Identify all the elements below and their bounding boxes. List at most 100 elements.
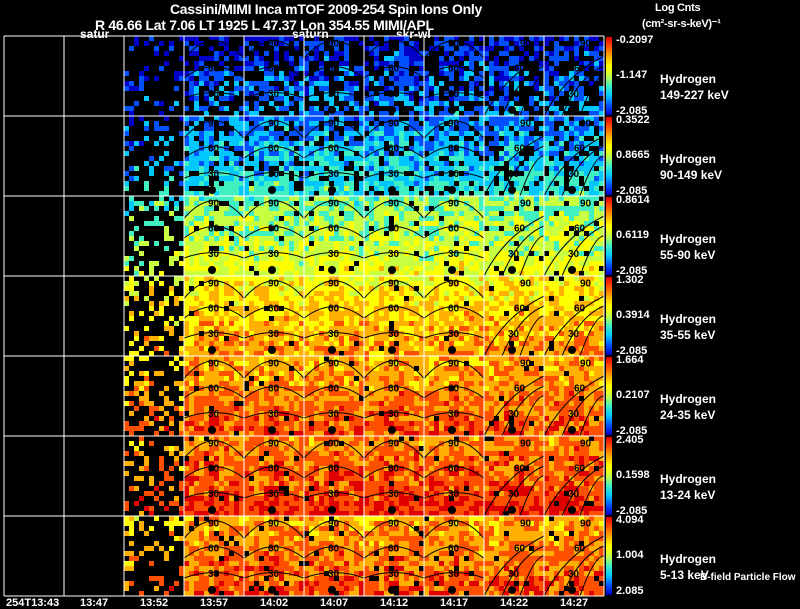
heatmap-cell: [124, 391, 129, 396]
heatmap-cell: [304, 61, 309, 66]
heatmap-cell: [454, 301, 459, 306]
heatmap-cell: [219, 41, 224, 46]
heatmap-cell: [199, 296, 204, 301]
heatmap-cell: [254, 191, 259, 196]
contour-line: [519, 315, 545, 357]
heatmap-cell: [589, 276, 594, 281]
heatmap-cell: [219, 366, 224, 371]
heatmap-cell: [359, 66, 364, 71]
heatmap-cell: [174, 71, 179, 76]
heatmap-cell: [549, 331, 554, 336]
heatmap-cell: [324, 311, 329, 316]
heatmap-cell: [249, 351, 254, 356]
heatmap-cell: [464, 221, 469, 226]
heatmap-cell: [439, 111, 444, 116]
heatmap-cell: [579, 96, 584, 101]
heatmap-cell: [479, 161, 484, 166]
heatmap-cell: [514, 301, 519, 306]
heatmap-cell: [389, 181, 394, 186]
heatmap-cell: [314, 71, 319, 76]
heatmap-cell: [414, 316, 419, 321]
heatmap-cell: [404, 191, 409, 196]
heatmap-cell: [159, 41, 164, 46]
heatmap-cell: [344, 321, 349, 326]
heatmap-cell: [589, 286, 594, 291]
heatmap-cell: [579, 116, 584, 121]
heatmap-cell: [279, 36, 284, 41]
heatmap-cell: [589, 306, 594, 311]
heatmap-cell: [214, 181, 219, 186]
heatmap-cell: [419, 226, 424, 231]
heatmap-cell: [564, 136, 569, 141]
heatmap-cell: [229, 151, 234, 156]
heatmap-cell: [509, 326, 514, 331]
heatmap-cell: [424, 316, 429, 321]
heatmap-cell: [484, 296, 489, 301]
heatmap-cell: [559, 336, 564, 341]
heatmap-cell: [314, 46, 319, 51]
heatmap-cell: [469, 141, 474, 146]
heatmap-cell: [539, 146, 544, 151]
heatmap-cell: [549, 286, 554, 291]
heatmap-cell: [409, 51, 414, 56]
heatmap-cell: [379, 241, 384, 246]
heatmap-cell: [474, 96, 479, 101]
heatmap-cell: [539, 196, 544, 201]
heatmap-cell: [254, 56, 259, 61]
heatmap-cell: [384, 196, 389, 201]
heatmap-cell: [484, 106, 489, 111]
heatmap-cell: [524, 261, 529, 266]
heatmap-cell: [229, 116, 234, 121]
heatmap-cell: [334, 216, 339, 221]
heatmap-cell: [584, 241, 589, 246]
heatmap-cell: [399, 246, 404, 251]
heatmap-cell: [424, 181, 429, 186]
heatmap-cell: [159, 101, 164, 106]
heatmap-cell: [234, 281, 239, 286]
heatmap-cell: [389, 336, 394, 341]
heatmap-cell: [294, 346, 299, 351]
heatmap-cell: [369, 51, 374, 56]
heatmap-cell: [144, 126, 149, 131]
heatmap-cell: [459, 266, 464, 271]
heatmap-cell: [204, 91, 209, 96]
heatmap-cell: [394, 51, 399, 56]
heatmap-cell: [124, 126, 129, 131]
heatmap-cell: [454, 311, 459, 316]
heatmap-cell: [514, 321, 519, 326]
heatmap-cell: [499, 251, 504, 256]
heatmap-cell: [484, 331, 489, 336]
heatmap-cell: [339, 276, 344, 281]
heatmap-cell: [139, 426, 144, 431]
heatmap-cell: [359, 351, 364, 356]
heatmap-cell: [229, 206, 234, 211]
heatmap-cell: [289, 86, 294, 91]
heatmap-cell: [494, 281, 499, 286]
heatmap-cell: [549, 251, 554, 256]
heatmap-cell: [434, 336, 439, 341]
heatmap-cell: [284, 211, 289, 216]
heatmap-cell: [494, 341, 499, 346]
heatmap-cell: [484, 231, 489, 236]
contour-label: 60: [448, 304, 460, 315]
heatmap-cell: [559, 221, 564, 226]
heatmap-cell: [209, 296, 214, 301]
heatmap-cell: [184, 121, 189, 126]
heatmap-cell: [419, 236, 424, 241]
heatmap-cell: [504, 51, 509, 56]
heatmap-cell: [464, 51, 469, 56]
heatmap-cell: [584, 166, 589, 171]
heatmap-cell: [304, 291, 309, 296]
heatmap-cell: [429, 146, 434, 151]
heatmap-cell: [334, 156, 339, 161]
heatmap-cell: [369, 351, 374, 356]
heatmap-cell: [164, 126, 169, 131]
heatmap-cell: [184, 261, 189, 266]
heatmap-cell: [519, 186, 524, 191]
heatmap-cell: [544, 196, 549, 201]
heatmap-cell: [344, 206, 349, 211]
heatmap-cell: [324, 241, 329, 246]
heatmap-cell: [219, 71, 224, 76]
heatmap-cell: [274, 56, 279, 61]
heatmap-cell: [474, 181, 479, 186]
